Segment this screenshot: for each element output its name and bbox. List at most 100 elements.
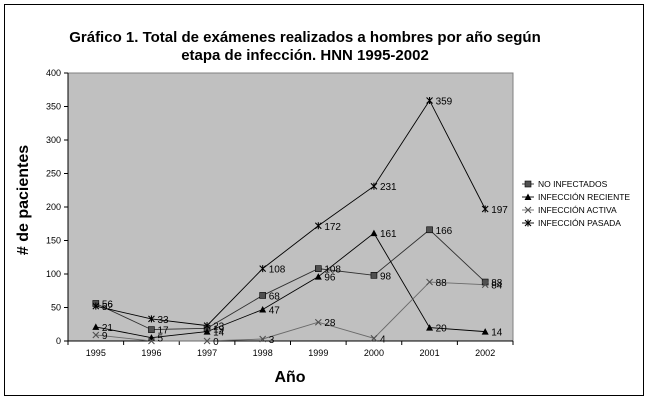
x-tick-label: 1997	[197, 348, 217, 358]
series-lines	[95, 99, 486, 342]
data-point	[370, 182, 378, 190]
data-label: 172	[324, 222, 341, 233]
data-label: 359	[436, 96, 453, 107]
data-point	[315, 265, 322, 272]
legend-label: INFECCIÓN RECIENTE	[538, 192, 630, 202]
legend-marker	[524, 193, 532, 200]
data-point	[370, 334, 378, 342]
data-labels: 56 17 19 68 108 98 166 88 21 5 14 47 96 161 20 14 9 0 3 28 4…	[102, 96, 508, 348]
x-tick-label: 2002	[475, 348, 495, 358]
data-point	[203, 328, 211, 335]
x-tick-label: 2001	[420, 348, 440, 358]
data-label: 23	[213, 322, 225, 333]
data-point	[314, 273, 322, 280]
data-label: 98	[380, 271, 392, 282]
data-point	[259, 292, 266, 299]
data-point	[481, 281, 489, 289]
data-label: 197	[491, 205, 508, 216]
data-label: 166	[436, 226, 453, 237]
x-tick-label: 1996	[141, 348, 161, 358]
x-tick-label: 1998	[253, 348, 273, 358]
legend-marker	[524, 180, 532, 188]
data-point	[148, 315, 155, 323]
y-tick-label: 300	[46, 135, 61, 145]
data-point	[148, 337, 155, 345]
plot-area	[67, 72, 514, 342]
data-label: 88	[436, 278, 448, 289]
data-label: 47	[269, 306, 281, 317]
data-label: 96	[324, 273, 336, 284]
data-label: 14	[213, 328, 225, 339]
series-line	[95, 229, 486, 331]
data-label: 52	[102, 302, 114, 313]
data-point	[203, 337, 211, 345]
data-point	[426, 278, 433, 286]
y-tick-label: 0	[56, 336, 61, 346]
legend-label: INFECCIÓN PASADA	[538, 218, 621, 228]
data-point	[370, 272, 378, 279]
data-point	[426, 226, 433, 234]
y-tick-label: 150	[46, 236, 61, 246]
data-point	[481, 328, 489, 335]
data-label: 9	[102, 331, 108, 342]
data-point	[259, 335, 267, 343]
series-line	[95, 281, 486, 342]
data-point	[314, 222, 322, 230]
y-tick-label: 100	[46, 269, 61, 279]
data-label: 33	[157, 315, 169, 326]
series-line	[95, 232, 486, 339]
y-tick-label: 350	[46, 102, 61, 112]
legend-marker	[524, 219, 532, 227]
y-tick-label: 400	[46, 68, 61, 78]
x-axis: 1995 1996 1997 1998 1999 2000 2001 2002	[67, 340, 514, 358]
y-axis-label: # de pacientes	[15, 145, 32, 255]
data-label: 84	[491, 281, 503, 292]
data-label: 17	[157, 326, 169, 337]
data-label: 231	[380, 182, 397, 193]
x-axis-label: Año	[274, 369, 305, 386]
legend: NO INFECTADOS INFECCIÓN RECIENTE INFECCIÓN…	[522, 179, 630, 228]
data-label: 5	[157, 334, 163, 345]
y-axis: 0 50 100 150 200 250 300 350 400	[46, 68, 69, 346]
data-label: 0	[213, 337, 219, 348]
data-label: 108	[324, 265, 341, 276]
data-label: 14	[491, 328, 503, 339]
legend-label: NO INFECTADOS	[538, 179, 608, 189]
data-point	[481, 205, 489, 213]
chart-title-line-1: Gráfico 1. Total de exámenes realizados …	[69, 29, 541, 46]
series-markers	[92, 96, 489, 345]
data-label: 161	[380, 229, 397, 240]
x-tick-label: 2000	[364, 348, 384, 358]
data-label: 21	[102, 323, 114, 334]
data-point	[148, 326, 155, 333]
data-label: 20	[436, 324, 448, 335]
data-label: 4	[380, 334, 386, 345]
data-label: 19	[213, 324, 225, 335]
data-label: 3	[269, 335, 275, 346]
series-line	[95, 99, 486, 327]
x-tick-label: 1999	[308, 348, 328, 358]
data-label: 108	[269, 265, 286, 276]
chart-title-line-2: etapa de infección. HNN 1995-2002	[181, 47, 429, 64]
data-point	[203, 322, 211, 330]
x-tick-label: 1995	[86, 348, 106, 358]
data-point	[92, 323, 100, 330]
y-tick-label: 250	[46, 169, 61, 179]
legend-label: INFECCIÓN ACTIVA	[538, 205, 617, 215]
legend-marker	[524, 206, 532, 214]
data-point	[92, 331, 100, 339]
data-point	[426, 96, 433, 104]
data-point	[314, 318, 322, 326]
data-point	[92, 302, 100, 310]
data-point	[370, 229, 378, 237]
data-label: 56	[102, 299, 114, 310]
y-tick-label: 200	[46, 202, 61, 212]
data-point	[259, 265, 267, 273]
data-point	[259, 306, 267, 313]
data-label: 28	[324, 318, 336, 329]
data-label: 68	[269, 291, 281, 302]
data-point	[426, 324, 434, 331]
y-tick-label: 50	[51, 303, 61, 313]
data-label: 88	[491, 278, 503, 289]
